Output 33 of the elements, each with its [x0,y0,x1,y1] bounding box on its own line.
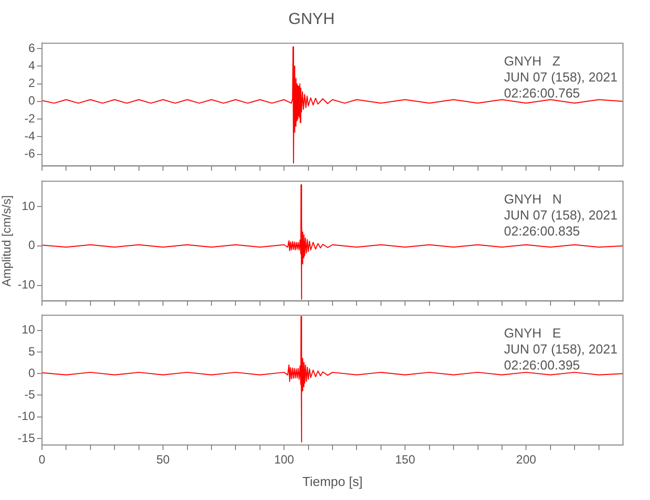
annotation: 02:26:00.395 [504,357,580,372]
y-tick-label: 5 [28,344,36,358]
annotation: GNYH Z [504,53,560,68]
y-tick-label: -5 [24,388,36,402]
annotation: JUN 07 (158), 2021 [504,341,618,356]
y-tick-label: -10 [18,409,36,424]
chart-title: GNYH [288,11,335,28]
y-axis-title: Amplitud [cm/s/s] [0,195,14,287]
x-axis-title: Tiempo [s] [302,474,363,489]
y-tick-label: -10 [18,278,36,292]
y-tick-label: -6 [24,146,36,161]
y-tick-label: 0 [28,238,36,252]
y-tick-label: 0 [28,94,36,108]
x-tick-label: 50 [156,452,170,467]
y-tick-label: -4 [24,129,36,144]
annotation: 02:26:00.835 [504,223,580,238]
annotation: JUN 07 (158), 2021 [504,207,618,222]
y-tick-label: -2 [24,111,36,126]
x-tick-label: 150 [395,452,416,467]
annotation: JUN 07 (158), 2021 [504,69,618,84]
annotation: GNYH N [504,191,562,206]
annotation: GNYH E [504,325,562,340]
x-tick-label: 200 [516,452,536,467]
y-tick-label: 0 [28,366,36,380]
y-tick-label: 10 [22,322,36,337]
y-tick-label: 2 [28,76,36,90]
y-tick-label: 4 [28,58,36,72]
y-tick-label: 6 [28,40,36,55]
y-tick-label: -15 [18,430,36,445]
x-tick-label: 100 [274,452,294,467]
y-tick-label: 10 [22,198,36,213]
x-tick-label: 0 [38,452,46,467]
annotation: 02:26:00.765 [504,85,580,100]
